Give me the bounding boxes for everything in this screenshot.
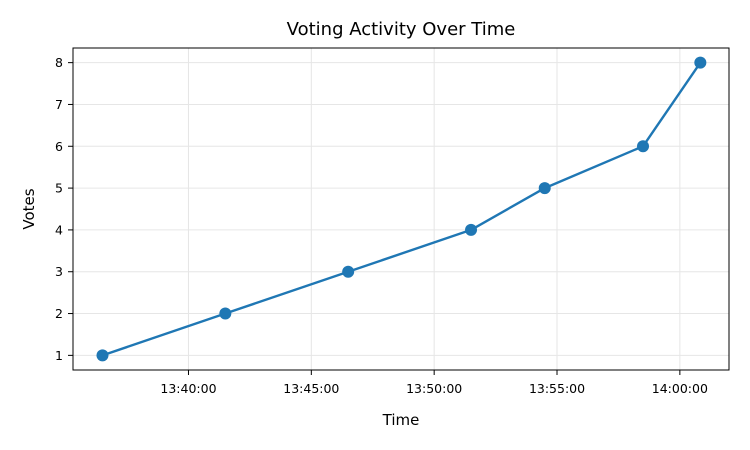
data-point: [637, 140, 650, 153]
point-layer: [96, 56, 707, 362]
plot-frame: [72, 47, 730, 371]
y-tick-label: 5: [55, 181, 63, 196]
grid-layer: [73, 48, 729, 370]
y-axis-label: Votes: [20, 188, 38, 229]
y-tick-label: 4: [55, 222, 63, 237]
x-tick-label: 14:00:00: [652, 381, 708, 396]
data-point: [96, 349, 109, 362]
y-tick-label: 7: [55, 97, 63, 112]
y-tick-label: 2: [55, 306, 63, 321]
x-tick-label: 13:55:00: [529, 381, 585, 396]
y-tick-label: 3: [55, 264, 63, 279]
axis-layer: 13:40:00 13:45:00 13:50:00 13:55:00 14:00:00…: [55, 55, 708, 396]
data-point: [342, 265, 355, 278]
x-axis-label: Time: [382, 411, 420, 429]
y-tick-label: 6: [55, 139, 63, 154]
data-point: [219, 307, 232, 320]
chart-title: Voting Activity Over Time: [287, 19, 516, 40]
x-tick-label: 13:50:00: [406, 381, 462, 396]
series-line: [102, 61, 702, 357]
y-tick-label: 1: [55, 348, 63, 363]
y-tick-label: 8: [55, 55, 63, 70]
data-point: [694, 56, 707, 69]
x-tick-label: 13:45:00: [283, 381, 339, 396]
line-layer: [102, 61, 702, 357]
x-tick-label: 13:40:00: [160, 381, 216, 396]
data-point: [465, 223, 478, 236]
data-point: [538, 182, 551, 195]
